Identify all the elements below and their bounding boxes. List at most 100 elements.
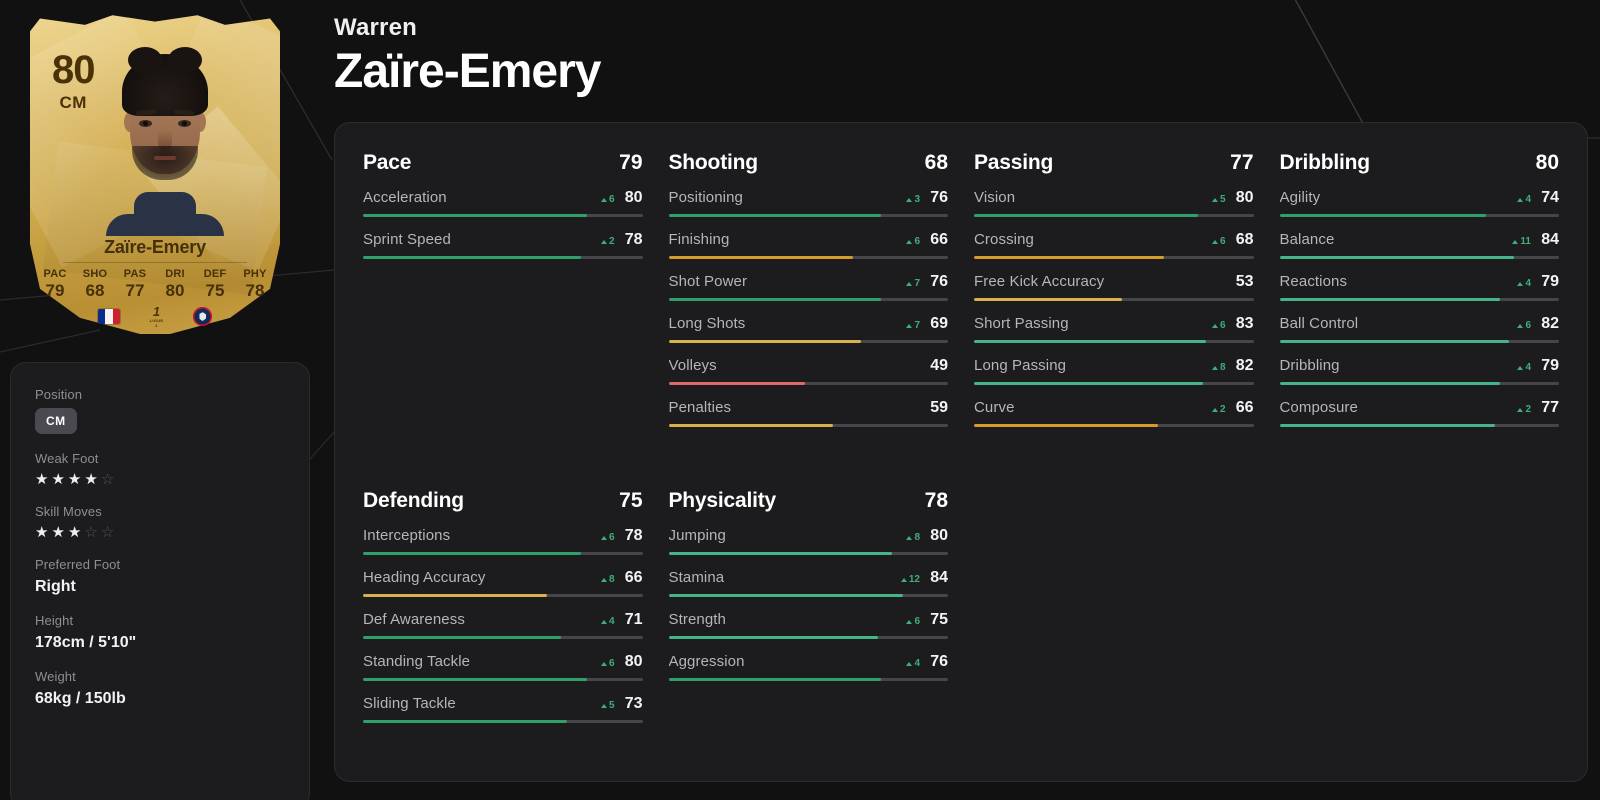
stat-value: 69	[930, 315, 948, 332]
stat-value: 71	[624, 611, 643, 628]
stat-bar-track	[668, 214, 948, 217]
stat-value: 76	[930, 273, 948, 290]
stat-name: Volleys	[668, 357, 717, 374]
stat-bar-fill	[668, 594, 904, 597]
stat-name: Long Shots	[668, 315, 746, 332]
stat-group-title: Dribbling	[1279, 151, 1371, 174]
card-stat-value: 80	[165, 281, 185, 300]
stat-group-header: Physicality 78	[669, 489, 949, 513]
stat-group-dribbling: Dribbling 80 Agility 4 74 Balance 11 84 Reaction…	[1279, 149, 1560, 441]
stat-row: Standing Tackle 6 80	[363, 653, 643, 681]
stat-name: Sprint Speed	[363, 231, 451, 248]
stat-row-top: Balance 11 84	[1280, 231, 1560, 249]
stat-name: Stamina	[668, 569, 725, 586]
info-weight: Weight 68kg / 150lb	[35, 669, 285, 708]
stat-row-top: Free Kick Accuracy 53	[974, 273, 1254, 291]
stat-delta: 2	[1211, 405, 1226, 415]
stat-row-top: Strength 6 75	[669, 611, 949, 629]
stat-group-value: 80	[1535, 151, 1559, 174]
stat-group-header: Passing 77	[974, 151, 1254, 175]
card-stat: PAC 79	[40, 268, 70, 301]
stat-name: Shot Power	[668, 273, 748, 290]
stat-row-right: 6 83	[1211, 315, 1254, 333]
stat-delta: 6	[1211, 237, 1226, 247]
info-preferred-foot: Preferred Foot Right	[35, 557, 285, 596]
stat-bar-track	[668, 594, 948, 597]
stat-row-right: 53	[1232, 273, 1254, 291]
stat-row: Jumping 8 80	[668, 527, 948, 555]
player-card[interactable]: 80 CM Zaïre-Emery PAC 79	[30, 12, 280, 334]
stat-name: Finishing	[668, 231, 730, 248]
stat-bar-fill	[363, 678, 587, 681]
stat-row-right: 7 69	[906, 315, 948, 333]
stat-value: 80	[930, 527, 948, 544]
card-position-value: CM	[59, 93, 87, 112]
stat-name: Sliding Tackle	[363, 695, 456, 712]
stat-row: Short Passing 6 83	[974, 315, 1254, 343]
stat-bar-track	[668, 382, 948, 385]
stat-name: Positioning	[668, 189, 743, 206]
stat-row: Sliding Tackle 5 73	[363, 695, 643, 723]
stat-bar-track	[974, 424, 1254, 427]
stat-delta: 12	[900, 575, 920, 585]
stat-bar-track	[668, 298, 948, 301]
card-stat: PAS 77	[120, 268, 150, 301]
stat-value: 80	[624, 653, 643, 670]
stat-row-top: Composure 2 77	[1280, 399, 1560, 417]
stat-bar-track	[1279, 298, 1559, 301]
stat-delta: 4	[600, 617, 615, 627]
stat-bar-track	[363, 552, 643, 555]
arrow-up-icon	[1517, 324, 1524, 328]
stat-delta: 6	[600, 195, 615, 205]
stat-row-top: Short Passing 6 83	[974, 315, 1254, 333]
arrow-up-icon	[906, 240, 913, 244]
stat-value: 78	[624, 527, 643, 544]
stat-group-title: Passing	[974, 151, 1054, 174]
stat-row-right: 6 78	[600, 527, 643, 545]
stat-row-top: Finishing 6 66	[669, 231, 949, 249]
stat-row-top: Heading Accuracy 8 66	[363, 569, 643, 587]
stat-name: Def Awareness	[363, 611, 465, 628]
stat-bar-fill	[974, 382, 1204, 385]
stat-row-right: 4 71	[600, 611, 643, 629]
stat-row: Long Passing 8 82	[974, 357, 1254, 385]
stat-row-top: Interceptions 6 78	[363, 527, 643, 545]
stat-group-header: Dribbling 80	[1280, 151, 1560, 175]
card-rating-value: 80	[52, 48, 95, 92]
stats-panel: Pace 79 Acceleration 6 80 Sprint Speed 2 78 Shoo…	[334, 122, 1588, 782]
card-stat-row: PAC 79 SHO 68 PAS 77 DRI 80 DEF 75	[30, 268, 280, 301]
weak-foot-stars: ★★★★☆	[35, 472, 285, 487]
stat-bar-track	[363, 636, 643, 639]
stat-bar-track	[1279, 214, 1559, 217]
stat-row-right: 5 73	[600, 695, 643, 713]
stat-row: Shot Power 7 76	[668, 273, 948, 301]
player-portrait	[104, 40, 226, 236]
position-chip[interactable]: CM	[35, 408, 77, 434]
stat-bar-fill	[668, 298, 881, 301]
stat-bar-track	[363, 720, 643, 723]
stat-value: 66	[930, 231, 948, 248]
card-stat-value: 79	[45, 281, 65, 300]
stat-bar-fill	[1279, 214, 1487, 217]
stat-group-header: Shooting 68	[669, 151, 949, 175]
stat-bar-track	[668, 636, 948, 639]
stat-value: 49	[930, 357, 948, 374]
stat-row: Crossing 6 68	[974, 231, 1254, 259]
stat-bar-track	[1279, 424, 1559, 427]
stat-name: Interceptions	[363, 527, 451, 544]
stat-name: Vision	[974, 189, 1016, 206]
stat-name: Dribbling	[1279, 357, 1340, 374]
stat-bar-fill	[363, 214, 587, 217]
ligue-1-badge-icon: 1 LIGUE 1	[149, 304, 164, 328]
stat-name: Acceleration	[363, 189, 447, 206]
card-stat-value: 75	[205, 281, 225, 300]
stat-bar-fill	[668, 382, 806, 385]
stat-delta: 6	[600, 659, 615, 669]
stat-name: Crossing	[974, 231, 1034, 248]
stat-value: 73	[624, 695, 643, 712]
card-stat-value: 68	[85, 281, 105, 300]
stat-row-right: 3 76	[906, 189, 948, 207]
stat-bar-fill	[1279, 256, 1515, 259]
stat-row-right: 6 80	[600, 189, 643, 207]
info-height: Height 178cm / 5'10"	[35, 613, 285, 652]
